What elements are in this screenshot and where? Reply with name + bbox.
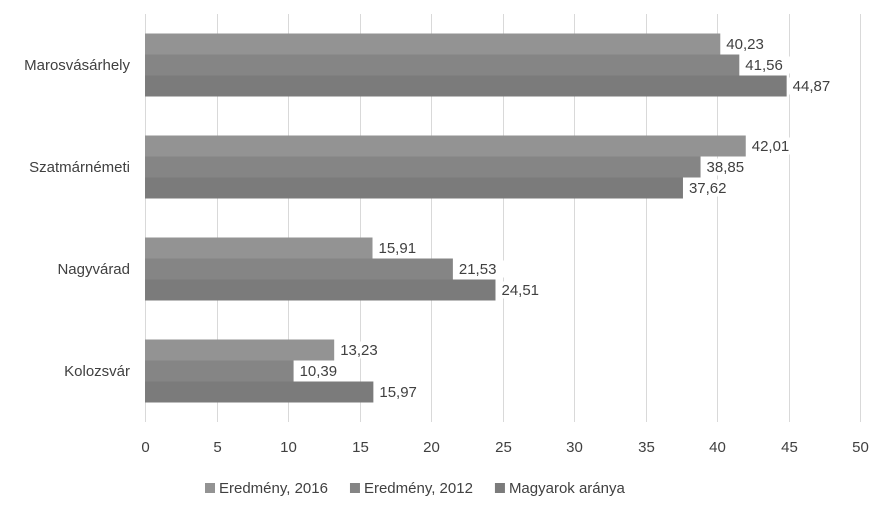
data-label: 15,91: [379, 240, 417, 257]
x-tick-label: 5: [213, 439, 221, 456]
data-label-bg: [497, 281, 548, 299]
x-tick-label: 25: [495, 439, 512, 456]
data-label: 42,01: [752, 138, 790, 155]
bar: [145, 33, 721, 55]
legend-label: Eredmény, 2012: [364, 480, 473, 497]
data-label: 41,56: [745, 57, 783, 74]
category-label: Szatmárnémeti: [29, 159, 130, 176]
bar: [145, 54, 740, 76]
data-label-bg: [722, 35, 773, 53]
data-label: 38,85: [707, 159, 745, 176]
category-label: Kolozsvár: [64, 363, 130, 380]
data-label-bg: [454, 260, 505, 278]
data-label: 24,51: [501, 282, 539, 299]
x-tick-label: 15: [352, 439, 369, 456]
data-labels: 40,23 41,56 44,87 42,01 38,85 37,62 15,91 21,53…: [295, 35, 839, 401]
data-label-bg: [741, 56, 792, 74]
data-label: 13,23: [340, 342, 378, 359]
x-tick-label: 35: [638, 439, 655, 456]
data-label: 44,87: [793, 78, 831, 95]
data-label-bg: [375, 383, 426, 401]
data-label: 40,23: [726, 36, 764, 53]
legend: Eredmény, 2016 Eredmény, 2012 Magyarok ará…: [205, 480, 625, 497]
bar: [145, 135, 746, 157]
bar: [145, 156, 701, 178]
bar: [145, 258, 453, 280]
data-label-bg: [788, 77, 839, 95]
bar: [145, 339, 335, 361]
bar: [145, 360, 294, 382]
bar: [145, 237, 373, 259]
data-label-bg: [336, 341, 387, 359]
legend-label: Eredmény, 2016: [219, 480, 328, 497]
legend-swatch: [349, 483, 360, 493]
category-label: Marosvásárhely: [24, 57, 130, 74]
data-label-bg: [684, 179, 735, 197]
x-tick-label: 40: [709, 439, 726, 456]
category-label: Nagyvárad: [57, 261, 130, 278]
data-label-bg: [295, 362, 346, 380]
x-tick-label: 20: [423, 439, 440, 456]
data-label: 21,53: [459, 261, 497, 278]
bar: [145, 279, 496, 301]
data-label-bg: [747, 137, 798, 155]
legend-swatch: [205, 483, 215, 493]
bar: [145, 75, 787, 97]
legend-label: Magyarok aránya: [509, 480, 626, 497]
data-label-bg: [374, 239, 425, 257]
bars: [145, 33, 787, 403]
x-tick-label: 30: [566, 439, 583, 456]
x-tick-label: 50: [852, 439, 869, 456]
bar: [145, 381, 374, 403]
x-tick-label: 45: [781, 439, 798, 456]
x-tick-label: 10: [280, 439, 297, 456]
data-label: 37,62: [689, 180, 727, 197]
data-label-bg: [702, 158, 753, 176]
x-tick-labels: 0 5 10 15 20 25 30 35 40 45 50: [141, 439, 869, 456]
data-label: 10,39: [300, 363, 338, 380]
bar: [145, 177, 683, 199]
category-labels: Marosvásárhely Szatmárnémeti Nagyvárad Kolo…: [24, 57, 130, 380]
legend-swatch: [494, 483, 505, 493]
x-tick-label: 0: [141, 439, 149, 456]
data-label: 15,97: [379, 384, 417, 401]
